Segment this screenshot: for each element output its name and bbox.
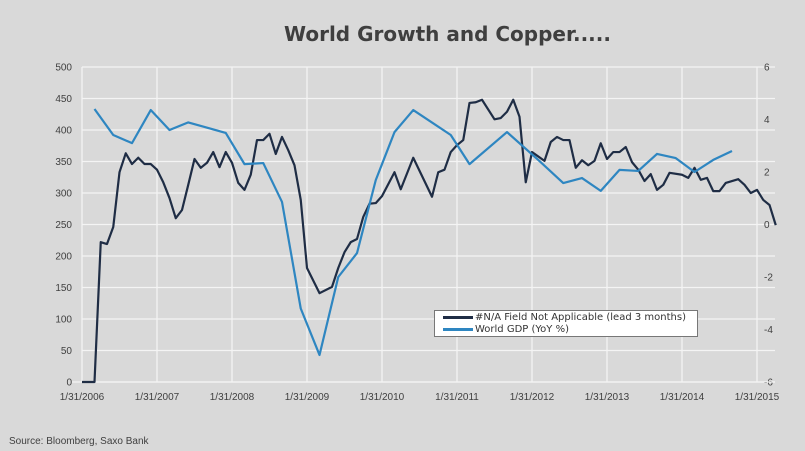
legend-label: #N/A Field Not Applicable (lead 3 months…: [475, 311, 686, 323]
y-left-tick-label: 0: [66, 378, 72, 389]
x-tick-label: 1/31/2008: [210, 392, 255, 403]
y-left-tick-label: 450: [55, 94, 72, 105]
y-right-tick-label: 6: [764, 63, 770, 74]
y-left-tick-label: 350: [55, 157, 72, 168]
series-line-0: [82, 98, 777, 384]
y-left-tick-label: 150: [55, 283, 72, 294]
y-right-tick-label: 4: [764, 115, 770, 126]
series-line-1: [93, 108, 733, 357]
x-tick-label: 1/31/2012: [510, 392, 555, 403]
x-tick-label: 1/31/2015: [735, 392, 780, 403]
y-left-tick-label: 250: [55, 220, 72, 231]
x-tick-label: 1/31/2014: [660, 392, 705, 403]
legend-label: World GDP (YoY %): [475, 323, 569, 335]
y-right-tick-label: -4: [764, 325, 773, 336]
y-left-tick-label: 500: [55, 63, 72, 74]
x-tick-label: 1/31/2013: [585, 392, 630, 403]
y-right-tick-label: -2: [764, 273, 773, 284]
legend-item-copper: #N/A Field Not Applicable (lead 3 months…: [435, 311, 697, 323]
chart-title: World Growth and Copper.....: [284, 22, 611, 46]
y-left-tick-label: 100: [55, 315, 72, 326]
legend-item-gdp: World GDP (YoY %): [435, 323, 697, 335]
y-left-tick-label: 300: [55, 189, 72, 200]
y-left-tick-label: 400: [55, 126, 72, 137]
x-tick-label: 1/31/2006: [60, 392, 105, 403]
legend-swatch: [443, 327, 473, 331]
legend-swatch: [443, 315, 473, 319]
x-tick-label: 1/31/2010: [360, 392, 405, 403]
x-tick-label: 1/31/2007: [135, 392, 180, 403]
y-right-tick-label: 0: [764, 220, 770, 231]
source-note: Source: Bloomberg, Saxo Bank: [9, 436, 149, 447]
legend: #N/A Field Not Applicable (lead 3 months…: [434, 310, 698, 337]
y-right-tick-label: 2: [764, 168, 770, 179]
y-right-tick-label: -6: [764, 378, 773, 389]
x-tick-label: 1/31/2011: [435, 392, 479, 403]
x-tick-label: 1/31/2009: [285, 392, 330, 403]
y-left-tick-label: 200: [55, 252, 72, 263]
y-left-tick-label: 50: [61, 346, 73, 357]
